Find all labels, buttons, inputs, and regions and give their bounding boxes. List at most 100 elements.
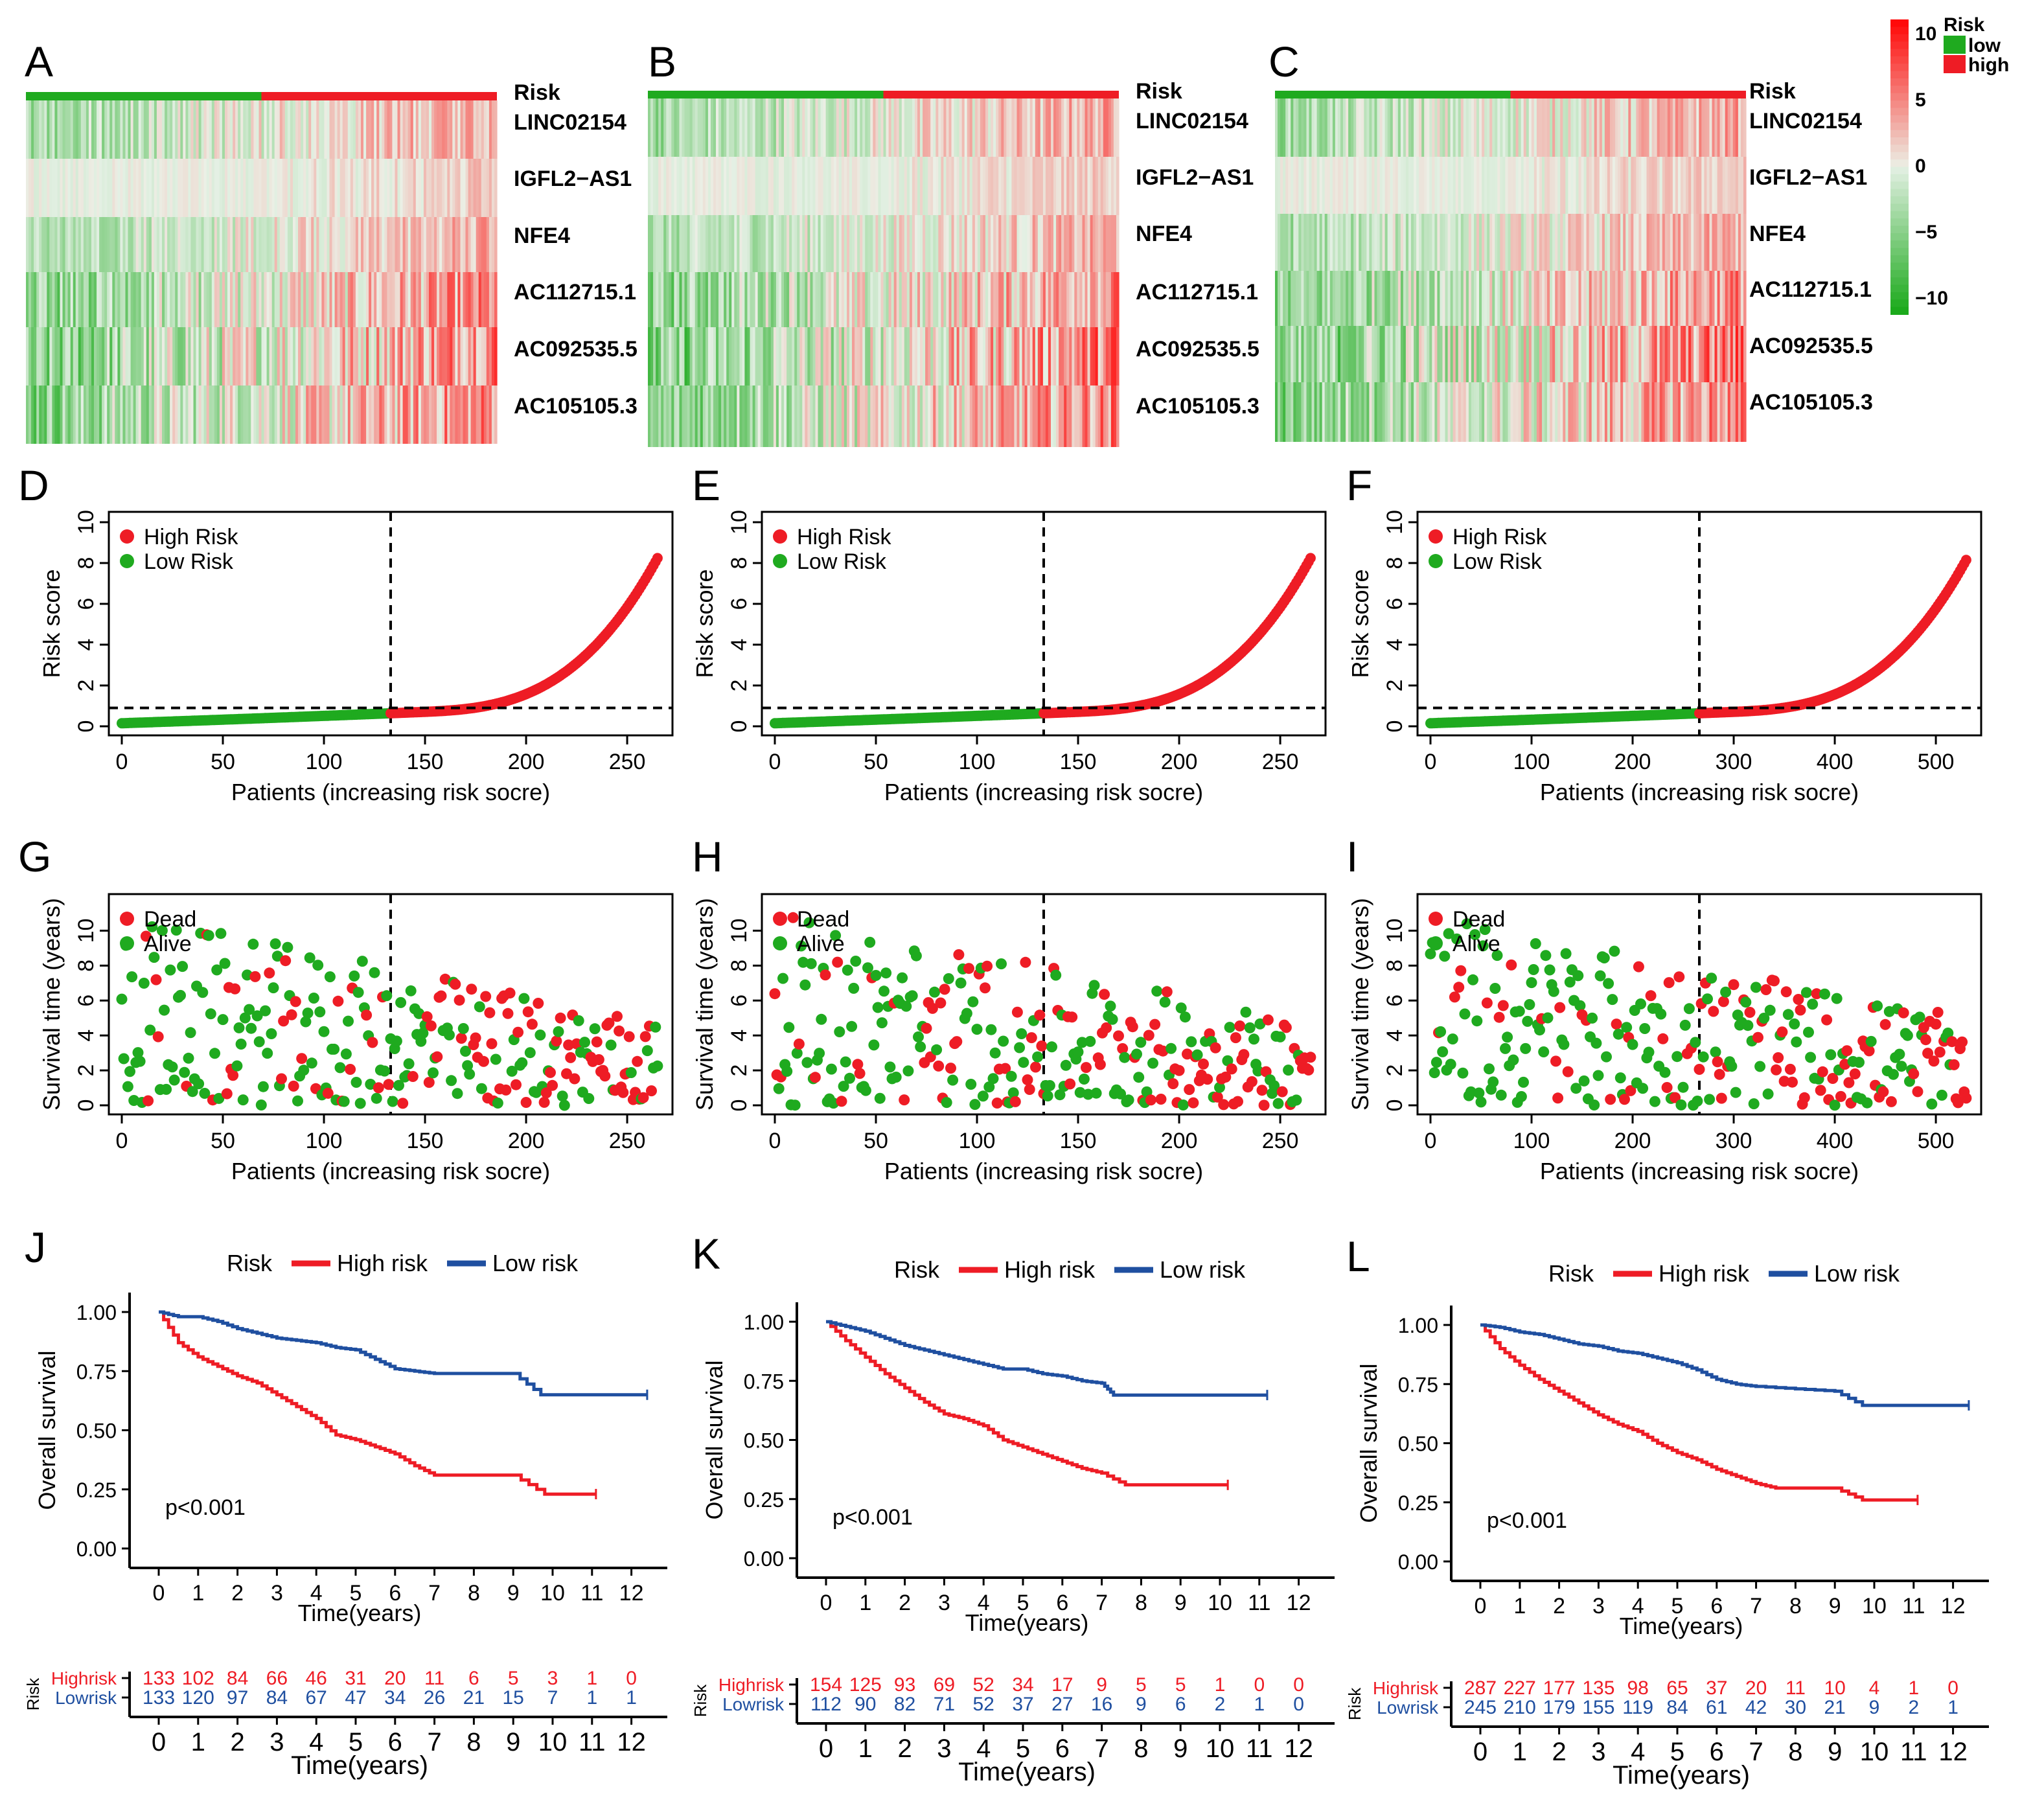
survival-point [1258,1099,1270,1111]
heatmap-cell [1604,382,1608,442]
x-tick-label: 500 [1918,750,1955,774]
heatmap-cell [901,272,905,327]
heatmap-cell [392,100,395,159]
survival-point [1099,989,1110,1000]
heatmap-cell [692,327,696,386]
heatmap-cell [1474,98,1477,157]
legend-label-2: Low Risk [144,549,234,574]
heatmap-cell [1497,271,1500,326]
heatmap-cell [211,100,215,159]
heatmap-cell [763,386,766,447]
heatmap-cell [314,217,317,272]
heatmap-cell [1387,98,1391,157]
survival-point [1592,1070,1604,1081]
heatmap-cell [1332,382,1336,442]
heatmap-cell [1374,326,1378,382]
heatmap-cell [1646,214,1650,271]
survival-point [842,964,853,976]
survival-point [639,1031,651,1042]
heatmap-cell [969,272,973,327]
heatmap-cell [463,217,466,272]
heatmap-cell [75,386,79,444]
heatmap-cell [238,217,241,272]
heatmap-cell [491,100,495,159]
heatmap-cell [135,272,139,327]
heatmap-cell [1419,271,1422,326]
heatmap-cell [1051,327,1054,386]
heatmap-cell [737,157,740,215]
heatmap-cell [925,386,928,447]
heatmap-cell [1570,157,1574,214]
heatmap-cell [1437,326,1440,382]
heatmap-cell [1623,382,1626,442]
heatmap-cell [1324,326,1328,382]
heatmap-cell [413,159,417,217]
heatmap-cell [1353,326,1357,382]
heatmap-cell [1641,271,1644,326]
heatmap-cell [211,217,215,272]
heatmap-cell [29,159,32,217]
heatmap-cell [284,327,288,386]
heatmap-cell [342,272,346,327]
heatmap-cell [1458,382,1462,442]
survival-point [312,960,324,971]
heatmap-cell [1544,382,1548,442]
heatmap-cell [1536,98,1540,157]
heatmap-cell [1048,215,1051,272]
heatmap-cell [1066,215,1070,272]
heatmap-cell [1064,215,1067,272]
heatmap-cell [1531,271,1535,326]
heatmap-cell [1316,98,1320,157]
heatmap-cell [203,217,207,272]
heatmap-cell [1492,271,1495,326]
heatmap-cell [355,100,359,159]
survival-point [1184,1084,1195,1096]
heatmap-cell [420,272,424,327]
heatmap-cell [203,327,207,386]
heatmap-cell [185,327,189,386]
survival-point [1280,1022,1292,1033]
legend-gradient-cell [1890,108,1909,116]
heatmap-cell [1408,382,1412,442]
legend-gradient-cell [1890,284,1909,293]
heatmap-cell [133,386,137,444]
heatmap-cell [682,98,685,157]
survival-point [393,1079,404,1091]
heatmap-cell [334,159,338,217]
heatmap-cell [1366,98,1370,157]
heatmap-cell [1699,98,1702,157]
heatmap-cell [951,157,955,215]
heatmap-cell [1045,98,1049,157]
survival-point [553,1026,564,1037]
heatmap-cell [1309,157,1313,214]
heatmap-cell [896,157,900,215]
heatmap-cell [831,98,834,157]
heatmap-cell [1427,214,1430,271]
heatmap-cell [1340,98,1344,157]
heatmap-cell [1074,386,1077,447]
heatmap-cell [465,272,469,327]
heatmap-cell [1694,326,1697,382]
heatmap-cell [1641,382,1644,442]
heatmap-cell [1500,326,1503,382]
heatmap-cell [222,159,225,217]
heatmap-cell [91,217,95,272]
heatmap-cell [363,386,367,444]
legend-gradient-cell [1890,233,1909,242]
heatmap-cell [233,386,236,444]
heatmap-cell [650,215,654,272]
heatmap-cell [442,217,445,272]
heatmap-cell [337,327,341,386]
heatmap-cell [1727,214,1731,271]
survival-point [1489,983,1501,994]
heatmap-cell [1722,214,1726,271]
legend-gradient-cell [1890,277,1909,286]
survival-point [967,996,979,1007]
x-tick-label: 200 [1161,1129,1198,1153]
heatmap-cell [222,100,225,159]
survival-point [935,997,947,1009]
heatmap-cell [1602,382,1605,442]
heatmap-cell [1657,214,1660,271]
heatmap-cell [755,157,759,215]
heatmap-cell [188,159,191,217]
